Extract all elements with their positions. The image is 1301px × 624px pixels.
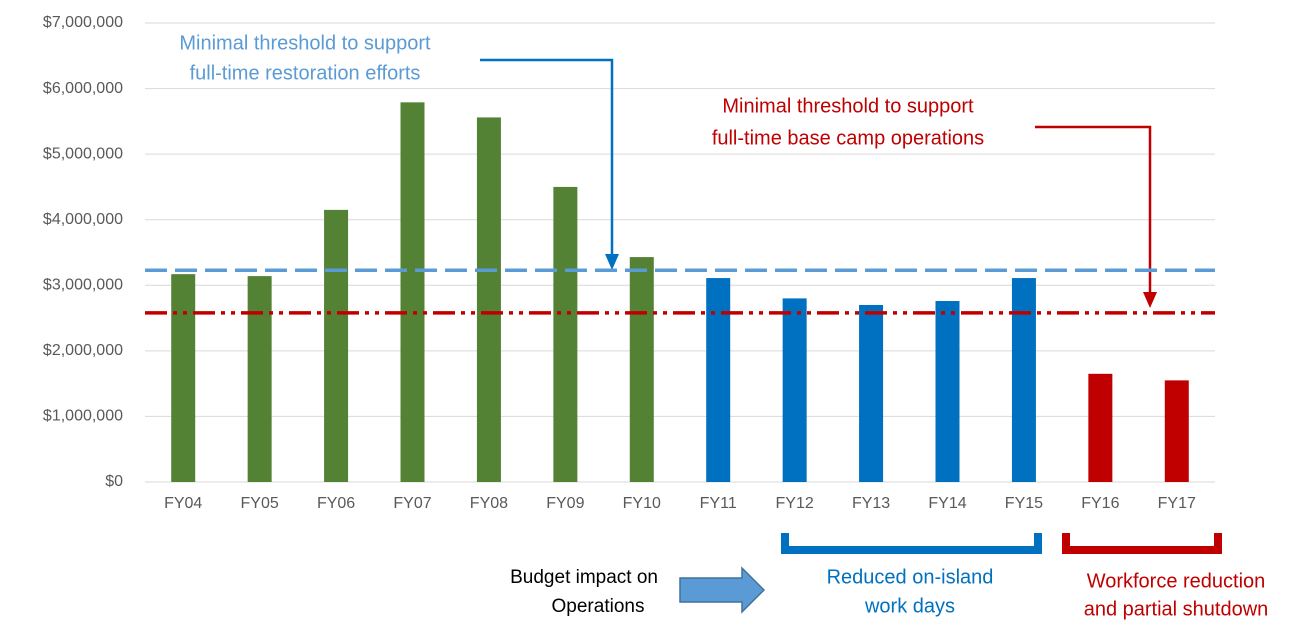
annotation: work days [864, 595, 955, 617]
block-arrow [679, 566, 766, 614]
y-tick-label: $5,000,000 [43, 145, 123, 162]
x-tick-label: FY09 [546, 495, 584, 512]
bar [1164, 380, 1189, 482]
reference-label: Minimal threshold to support [722, 95, 974, 117]
arrowhead [605, 254, 619, 270]
annotation: and partial shutdown [1084, 598, 1269, 620]
bracket [781, 533, 1042, 554]
annotation: Reduced on-island [827, 566, 994, 588]
bar [247, 276, 272, 482]
y-tick-label: $6,000,000 [43, 80, 123, 97]
x-tick-label: FY16 [1081, 495, 1119, 512]
bar [1088, 373, 1113, 482]
bar [859, 304, 884, 482]
y-tick-label: $0 [105, 473, 123, 490]
x-tick-label: FY11 [700, 495, 737, 512]
annotation: Operations [552, 596, 645, 617]
x-tick-label: FY04 [164, 495, 202, 512]
bar [400, 102, 425, 482]
annotation: Budget impact on [510, 567, 658, 588]
bar [706, 278, 731, 482]
bar [171, 274, 196, 482]
x-tick-label: FY13 [852, 495, 890, 512]
y-tick-label: $4,000,000 [43, 211, 123, 228]
arrowhead [1143, 292, 1157, 308]
bar [476, 117, 501, 483]
reference-label: Minimal threshold to support [179, 32, 431, 54]
reference-label: full-time restoration efforts [190, 62, 421, 84]
annotation: Workforce reduction [1087, 570, 1266, 592]
x-tick-label: FY10 [623, 495, 661, 512]
x-tick-label: FY15 [1005, 495, 1043, 512]
y-tick-label: $2,000,000 [43, 342, 123, 359]
annotation-connector [1035, 125, 1152, 296]
annotation-connector [480, 58, 614, 258]
y-tick-label: $3,000,000 [43, 277, 123, 294]
bracket [1062, 533, 1222, 554]
bar [1011, 278, 1036, 482]
x-tick-label: FY12 [776, 495, 814, 512]
bar [629, 257, 654, 482]
bar [553, 186, 578, 482]
bar [324, 209, 349, 482]
x-tick-label: FY14 [928, 495, 966, 512]
x-tick-label: FY17 [1158, 495, 1196, 512]
y-tick-label: $1,000,000 [43, 408, 123, 425]
bar [782, 298, 807, 482]
x-tick-label: FY07 [393, 495, 431, 512]
x-tick-label: FY08 [470, 495, 508, 512]
x-tick-label: FY06 [317, 495, 355, 512]
bar [935, 301, 960, 482]
x-tick-label: FY05 [241, 495, 279, 512]
reference-label: full-time base camp operations [712, 127, 984, 149]
y-tick-label: $7,000,000 [43, 14, 123, 31]
